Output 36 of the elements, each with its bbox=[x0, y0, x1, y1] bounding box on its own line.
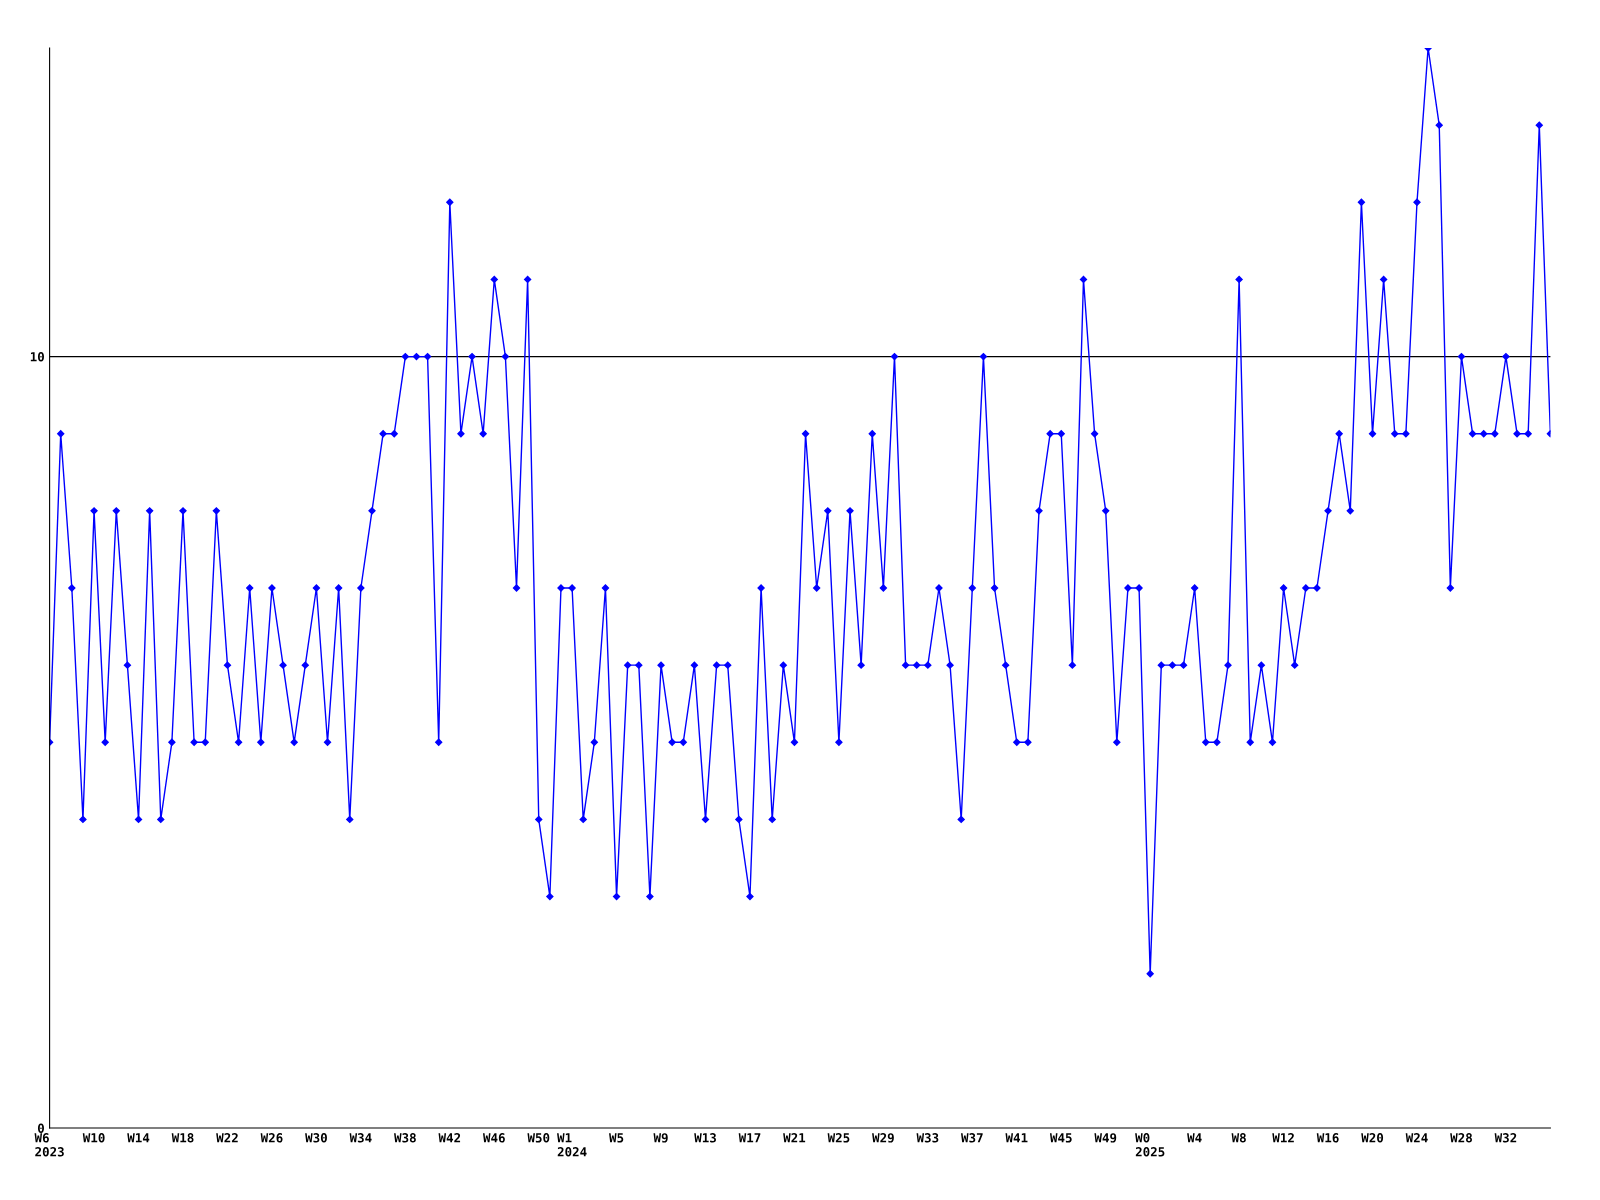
x-tick-label: W0 2025 bbox=[1135, 1133, 1165, 1157]
x-tick-label: W25 bbox=[827, 1133, 850, 1143]
x-tick-label: W1 2024 bbox=[557, 1133, 587, 1157]
x-tick-label: W29 bbox=[872, 1133, 894, 1143]
x-tick-label: W28 bbox=[1450, 1133, 1472, 1143]
x-tick-label: W6 2023 bbox=[34, 1133, 64, 1157]
x-tick-label: W8 bbox=[1231, 1133, 1246, 1143]
x-tick-label: W12 bbox=[1272, 1133, 1294, 1143]
y-tick-label: 0 bbox=[37, 1123, 44, 1133]
x-tick-label: W34 bbox=[349, 1133, 372, 1143]
x-tick-label: W33 bbox=[916, 1133, 939, 1143]
x-tick-label: W5 bbox=[609, 1133, 624, 1143]
y-tick-label: 10 bbox=[30, 352, 44, 362]
x-tick-label: W26 bbox=[260, 1133, 283, 1143]
x-tick-label: W20 bbox=[1361, 1133, 1384, 1143]
x-tick-label: W45 bbox=[1049, 1133, 1072, 1143]
x-tick-label: W49 bbox=[1094, 1133, 1117, 1143]
x-tick-label: W18 bbox=[171, 1133, 194, 1143]
x-tick-label: W16 bbox=[1316, 1133, 1339, 1143]
x-tick-label: W42 bbox=[438, 1133, 461, 1143]
x-tick-label: W30 bbox=[305, 1133, 327, 1143]
x-tick-label: W24 bbox=[1405, 1133, 1428, 1143]
x-tick-label: W17 bbox=[738, 1133, 761, 1143]
x-tick-label: W22 bbox=[216, 1133, 238, 1143]
x-tick-label: W41 bbox=[1005, 1133, 1028, 1143]
x-tick-label: W13 bbox=[694, 1133, 716, 1143]
x-tick-label: W37 bbox=[961, 1133, 983, 1143]
x-tick-label: W32 bbox=[1494, 1133, 1517, 1143]
x-tick-label: W21 bbox=[783, 1133, 806, 1143]
x-tick-label: W46 bbox=[482, 1133, 505, 1143]
x-tick-label: W9 bbox=[653, 1133, 668, 1143]
x-tick-label: W10 bbox=[82, 1133, 105, 1143]
x-tick-label: W14 bbox=[127, 1133, 150, 1143]
x-tick-label: W50 bbox=[527, 1133, 550, 1143]
x-tick-label: W4 bbox=[1187, 1133, 1202, 1143]
x-tick-label: W38 bbox=[394, 1133, 416, 1143]
